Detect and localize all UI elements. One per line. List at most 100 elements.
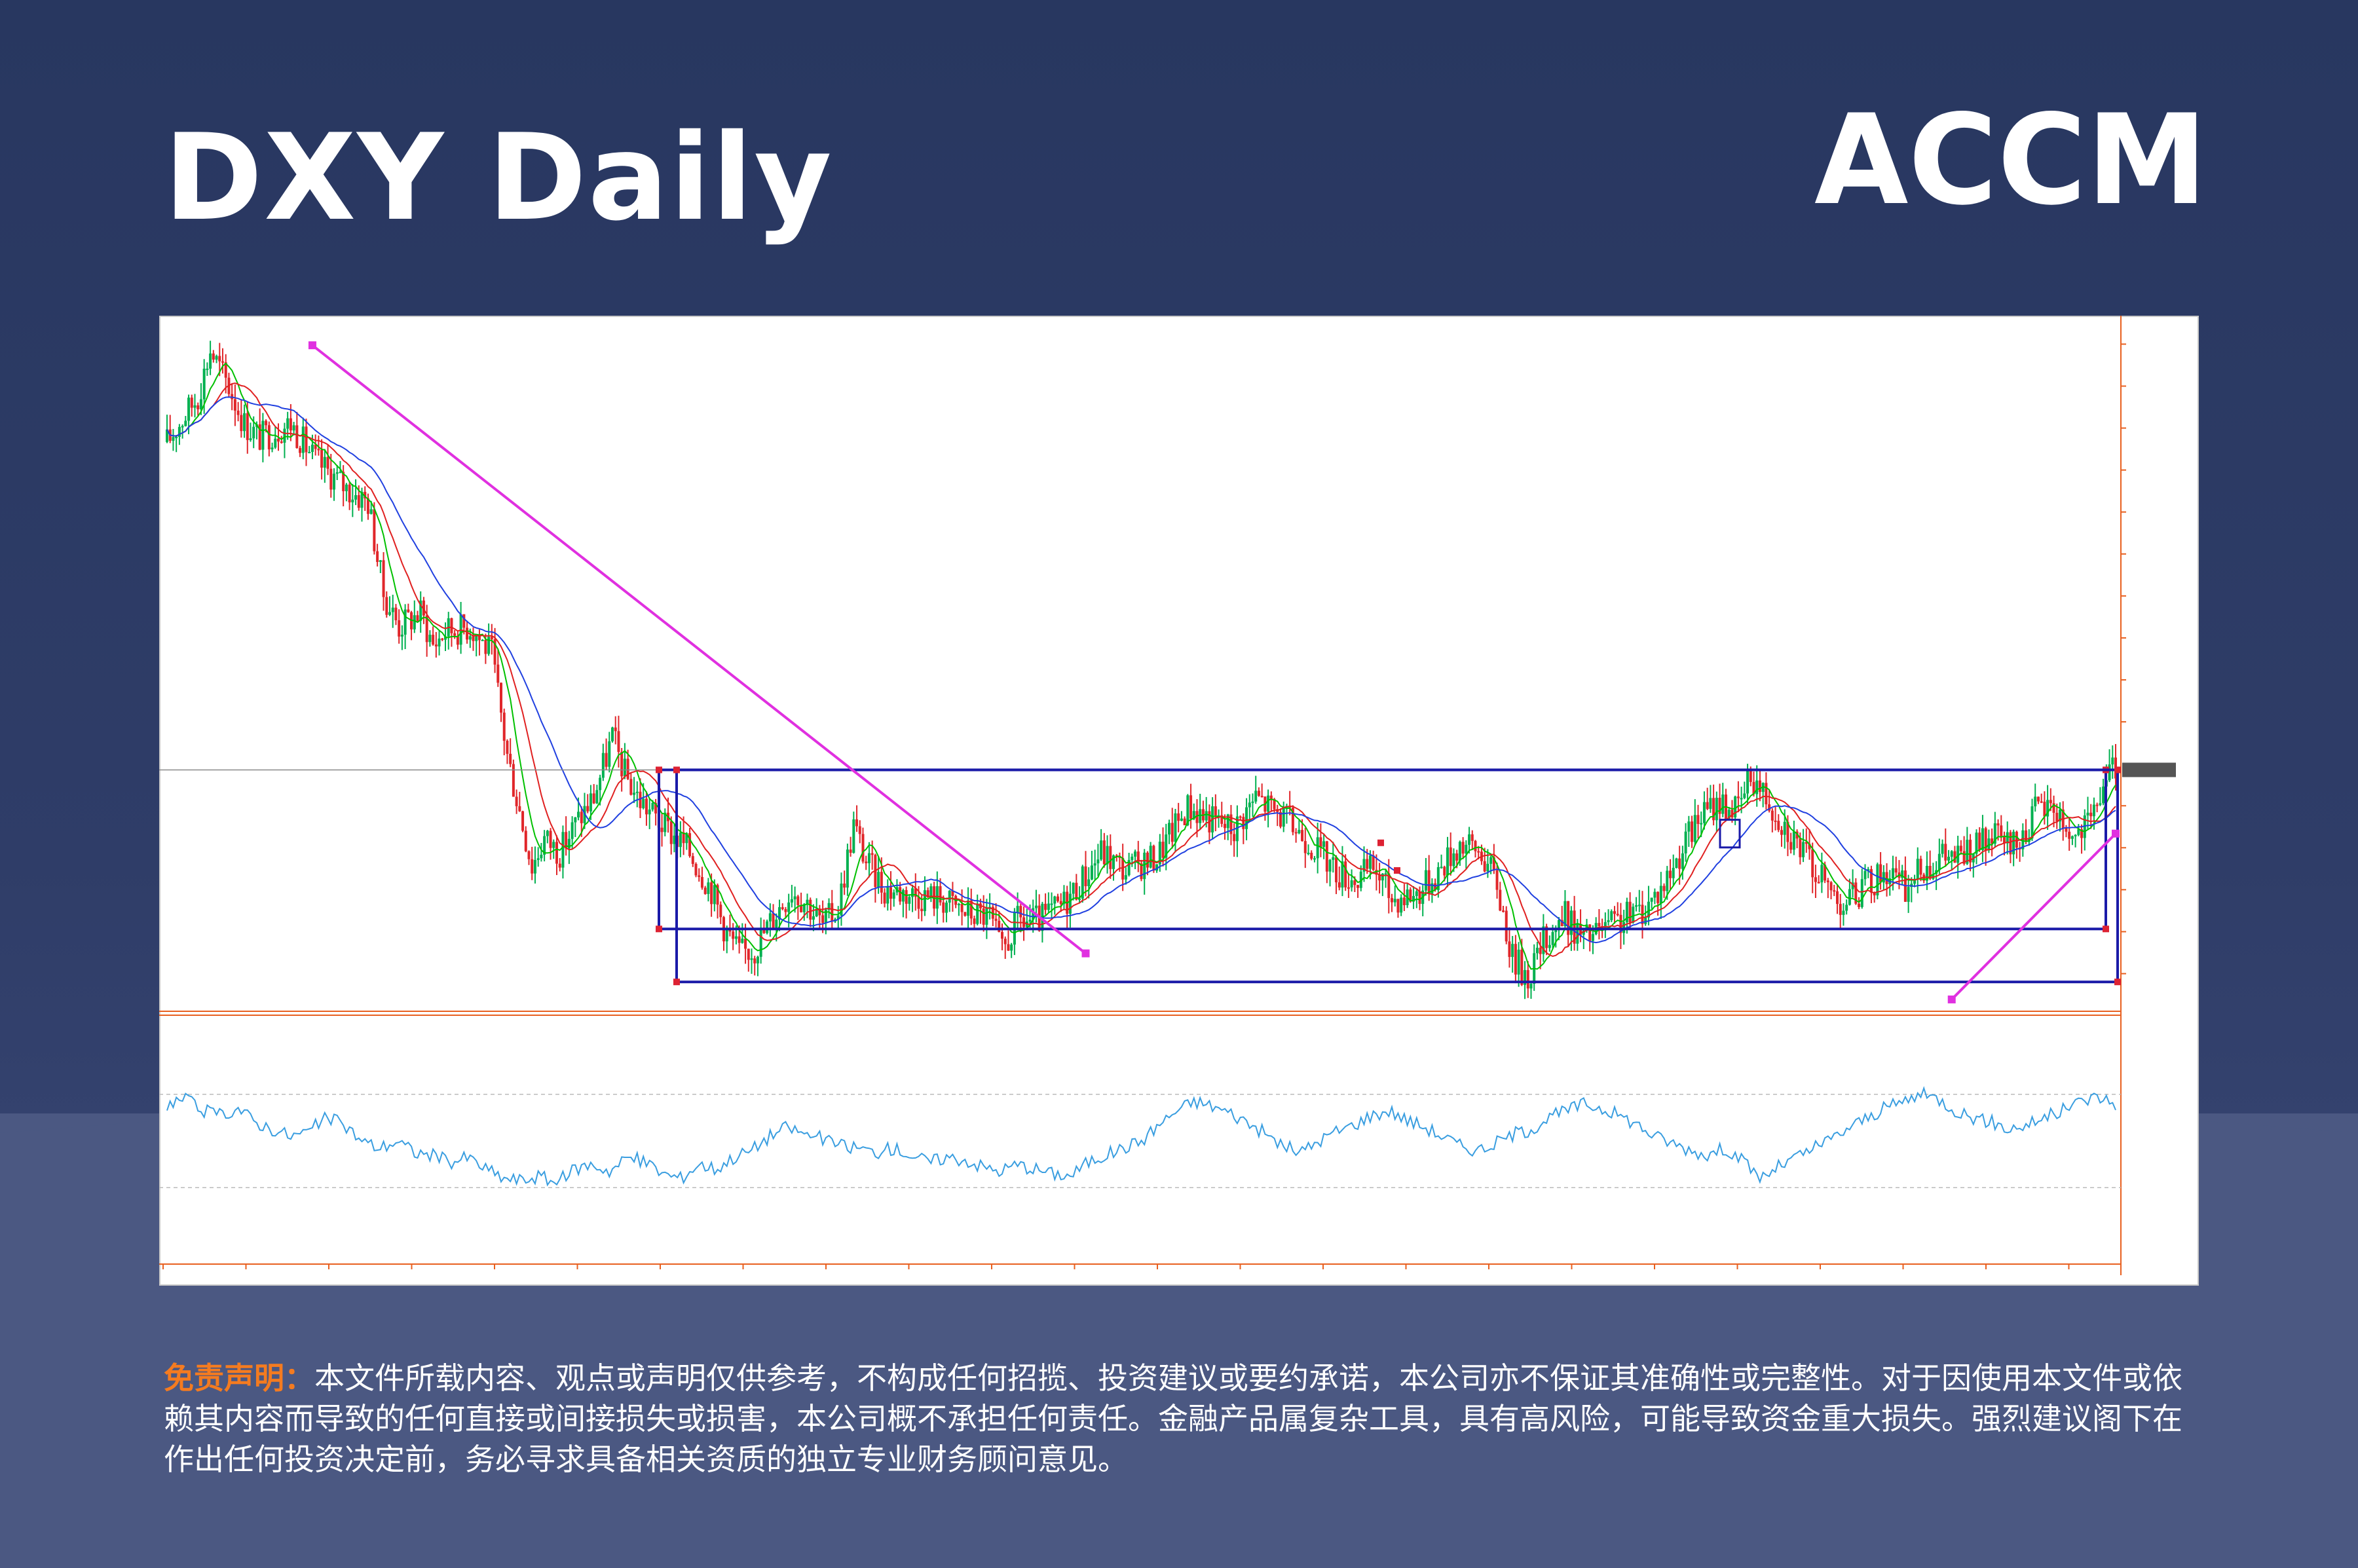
candle-body bbox=[1313, 858, 1316, 860]
candle-body bbox=[836, 915, 840, 920]
candle-body bbox=[1702, 802, 1706, 823]
candle-body bbox=[1632, 906, 1635, 923]
candle-body bbox=[1780, 830, 1783, 835]
candle-body bbox=[945, 903, 948, 913]
candle-body bbox=[509, 753, 512, 764]
candle-body bbox=[1563, 901, 1567, 927]
candle-body bbox=[707, 882, 710, 894]
candle-body bbox=[342, 472, 345, 491]
candle-body bbox=[1146, 852, 1149, 868]
candle-body bbox=[1136, 851, 1140, 864]
candle-body bbox=[1607, 920, 1610, 922]
candle-body bbox=[1090, 865, 1093, 880]
drawing-objects bbox=[159, 341, 2176, 1003]
candle-body bbox=[738, 936, 741, 943]
candle-body bbox=[1715, 797, 1718, 821]
candle-body bbox=[642, 798, 645, 808]
candle-body bbox=[502, 713, 506, 741]
candle-body bbox=[905, 889, 908, 904]
candle-body bbox=[1901, 870, 1904, 878]
candle-body bbox=[1734, 796, 1737, 818]
candle-body bbox=[574, 817, 577, 823]
candle-body bbox=[209, 353, 212, 369]
candle-body bbox=[1777, 821, 1780, 831]
chart-frame bbox=[159, 316, 2199, 1286]
candle-body bbox=[428, 635, 432, 643]
candle-body bbox=[1347, 887, 1350, 889]
candle-body bbox=[475, 636, 478, 641]
candle-body bbox=[744, 939, 747, 949]
candle-body bbox=[747, 948, 750, 960]
candle-body bbox=[1824, 865, 1827, 881]
candle-body bbox=[1879, 864, 1882, 883]
candle-body bbox=[1569, 910, 1573, 935]
trendline-handle bbox=[2112, 829, 2120, 838]
candle-body bbox=[1625, 901, 1628, 923]
candle-body bbox=[2015, 831, 2018, 848]
range-box-handle bbox=[2103, 925, 2109, 933]
candle-body bbox=[1307, 852, 1310, 854]
candle-body bbox=[233, 399, 236, 411]
candle-body bbox=[1863, 870, 1867, 880]
candle-body bbox=[865, 861, 868, 863]
candle-body bbox=[870, 853, 874, 855]
candle-body bbox=[1635, 905, 1638, 907]
candle-body bbox=[698, 875, 701, 877]
chart-axes bbox=[159, 316, 2199, 1286]
candle-body bbox=[1412, 896, 1415, 902]
candle-body bbox=[1505, 910, 1508, 942]
candle-body bbox=[772, 913, 775, 928]
candle-body bbox=[283, 428, 286, 443]
candle-body bbox=[589, 793, 592, 812]
candle-body bbox=[218, 356, 221, 362]
candle-body bbox=[1944, 844, 1947, 861]
candle-body bbox=[1192, 811, 1195, 819]
candle-body bbox=[1375, 870, 1378, 875]
candle-body bbox=[880, 872, 883, 893]
candle-body bbox=[1514, 944, 1517, 975]
candle-body bbox=[1638, 905, 1641, 906]
candle-body bbox=[1858, 903, 1861, 907]
candle-body bbox=[911, 888, 914, 897]
candle-body bbox=[889, 887, 892, 899]
candle-body bbox=[1542, 926, 1545, 954]
candle-body bbox=[1452, 853, 1455, 867]
candle-body bbox=[1558, 920, 1560, 929]
candle-body bbox=[580, 812, 583, 823]
candle-body bbox=[2040, 801, 2043, 803]
candle-body bbox=[1034, 905, 1038, 908]
candle-body bbox=[236, 410, 240, 415]
candle-body bbox=[1254, 791, 1258, 802]
candle-body bbox=[2036, 796, 2040, 802]
candle-body bbox=[1378, 874, 1381, 881]
candle-body bbox=[762, 929, 766, 933]
candle-body bbox=[599, 777, 602, 791]
candle-body bbox=[1755, 780, 1759, 794]
candle-body bbox=[1155, 864, 1159, 871]
candle-body bbox=[586, 806, 590, 812]
candle-body bbox=[323, 457, 326, 468]
candle-body bbox=[1402, 897, 1406, 906]
candle-body bbox=[1233, 834, 1236, 842]
candle-body bbox=[635, 791, 639, 793]
candle-body bbox=[400, 634, 403, 637]
candle-body bbox=[1366, 859, 1369, 869]
candle-body bbox=[1873, 892, 1876, 896]
candle-body bbox=[2080, 829, 2084, 838]
candle-body bbox=[713, 885, 716, 905]
candle-body bbox=[1381, 873, 1384, 881]
candle-body bbox=[1032, 908, 1035, 920]
candle-body bbox=[682, 832, 685, 844]
trendline-handle bbox=[308, 341, 316, 350]
candle-body bbox=[1839, 904, 1842, 915]
candle-body bbox=[1851, 882, 1854, 889]
candle-body bbox=[1675, 858, 1678, 868]
candle-body bbox=[1291, 808, 1294, 832]
candle-body bbox=[561, 832, 565, 868]
candle-body bbox=[265, 420, 268, 426]
candle-body bbox=[1075, 882, 1078, 900]
candle-body bbox=[1539, 948, 1542, 954]
candle-body bbox=[2102, 786, 2105, 804]
candle-body bbox=[867, 853, 870, 863]
candle-body bbox=[1170, 823, 1174, 842]
